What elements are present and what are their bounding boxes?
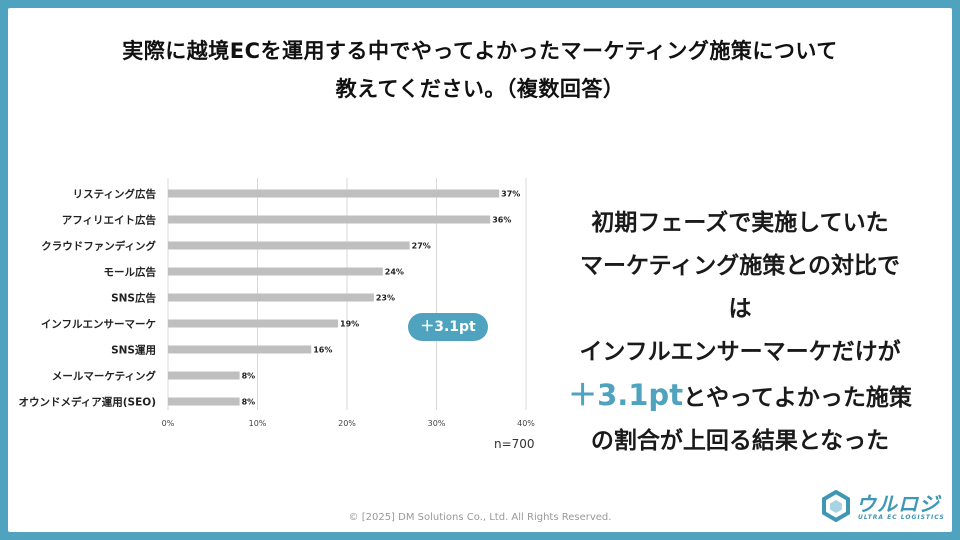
- logo-tagline: ULTRA EC LOGISTICS: [858, 514, 945, 521]
- data-label: 36%: [492, 216, 511, 225]
- bar: [168, 189, 500, 198]
- message-line-2: マーケティング施策との対比で: [580, 253, 900, 279]
- key-message: 初期フェーズで実施していた マーケティング施策との対比で は インフルエンサーマ…: [532, 202, 948, 463]
- category-label: アフィリエイト広告: [62, 214, 157, 227]
- category-label: リスティング広告: [73, 188, 157, 201]
- data-label: 8%: [242, 398, 256, 407]
- message-line-5-rest: とやってよかった施策: [683, 385, 912, 411]
- bar: [168, 397, 240, 406]
- category-label: オウンドメディア運用(SEO): [18, 396, 156, 409]
- slide-title: 実際に越境ECを運用する中でやってよかったマーケティング施策について 教えてくだ…: [8, 32, 952, 108]
- logo-name: ウルロジ: [856, 492, 940, 516]
- logo: ウルロジ ULTRA EC LOGISTICS: [820, 488, 950, 526]
- copyright: © [2025] DM Solutions Co., Ltd. All Righ…: [348, 512, 612, 523]
- message-line-1: 初期フェーズで実施していた: [591, 210, 889, 236]
- title-line-2: 教えてください。（複数回答）: [335, 77, 625, 101]
- bar: [168, 319, 339, 328]
- bar: [168, 293, 374, 302]
- message-line-4: インフルエンサーマーケだけが: [579, 339, 901, 365]
- data-label: 37%: [501, 190, 520, 199]
- title-line-1: 実際に越境ECを運用する中でやってよかったマーケティング施策について: [122, 39, 838, 63]
- category-label: インフルエンサーマーケ: [41, 319, 156, 331]
- annotation-badge: ＋3.1pt: [408, 313, 488, 341]
- slide: 実際に越境ECを運用する中でやってよかったマーケティング施策について 教えてくだ…: [8, 8, 952, 532]
- x-tick-label: 30%: [428, 419, 446, 428]
- message-line-3: は: [728, 296, 752, 322]
- x-tick-label: 20%: [338, 419, 356, 428]
- data-label: 24%: [385, 268, 404, 277]
- bar: [168, 215, 491, 224]
- category-label: モール広告: [104, 266, 157, 279]
- category-label: SNS運用: [111, 345, 156, 357]
- category-label: クラウドファンディング: [41, 240, 156, 253]
- x-tick-label: 10%: [249, 419, 267, 428]
- bar: [168, 241, 410, 250]
- bar-chart: 0% 10% 20% 30% 40% リスティング広告 37% アフィリエイト広告 36% クラウ…: [18, 178, 535, 428]
- bar: [168, 345, 312, 354]
- bar: [168, 267, 383, 276]
- logo-mark-icon: [822, 490, 850, 522]
- category-label: SNS広告: [111, 292, 156, 305]
- message-line-6: の割合が上回る結果となった: [590, 428, 890, 454]
- data-label: 27%: [412, 242, 431, 251]
- data-label: 16%: [313, 346, 332, 355]
- data-label: 19%: [340, 320, 359, 329]
- data-label: 8%: [242, 372, 256, 381]
- bar: [168, 371, 240, 380]
- message-highlight: ＋3.1pt: [568, 378, 684, 412]
- sample-size-label: n=700: [494, 437, 535, 451]
- x-tick-label: 0%: [162, 419, 175, 428]
- category-label: メールマーケティング: [52, 370, 157, 383]
- data-label: 23%: [376, 294, 395, 303]
- x-tick-label: 40%: [517, 419, 535, 428]
- message-line-5: ＋3.1ptとやってよかった施策: [532, 374, 948, 420]
